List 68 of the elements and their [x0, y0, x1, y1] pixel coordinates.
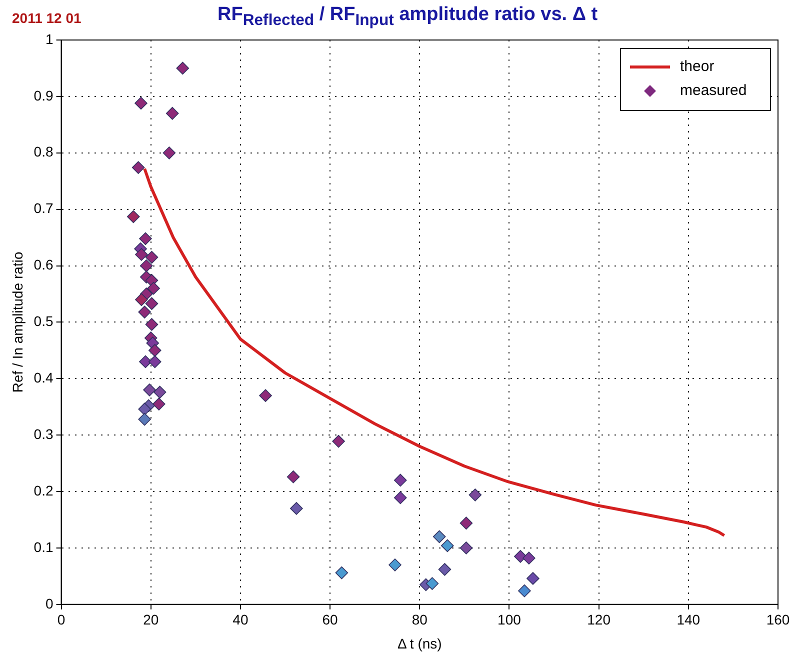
point — [138, 306, 151, 318]
point — [166, 106, 179, 120]
y-tick-label: 0.7 — [34, 200, 54, 216]
y-tick-label: 0.3 — [34, 426, 54, 442]
point — [134, 96, 148, 110]
chart-title: RF$_{Reflected}$ / RF$_{Input}$ amplitude ratio vs. Δ t — [217, 4, 598, 29]
point — [335, 566, 348, 580]
point — [394, 491, 407, 504]
x-tick-label: 80 — [412, 612, 428, 628]
x-tick-label: 120 — [587, 612, 611, 628]
point — [153, 386, 166, 399]
y-tick-label: 0.5 — [34, 313, 54, 330]
legend-label: theor — [680, 58, 714, 76]
legend-label: measured — [680, 82, 747, 100]
point — [139, 232, 152, 246]
point — [332, 434, 345, 448]
point — [460, 516, 473, 530]
x-tick-label: 40 — [232, 612, 248, 628]
point — [394, 474, 407, 487]
point — [145, 318, 158, 331]
point — [132, 161, 145, 174]
point — [514, 550, 527, 563]
point — [126, 210, 140, 224]
x-tick-label: 0 — [57, 612, 66, 628]
point — [145, 250, 158, 264]
y-axis-title: Ref / In amplitude ratio — [9, 252, 26, 393]
y-tick-label: 0.9 — [34, 87, 54, 104]
x-tick-label: 160 — [766, 612, 790, 628]
point — [432, 530, 446, 544]
point — [518, 584, 531, 598]
point — [143, 384, 156, 396]
point — [286, 470, 300, 484]
y-tick-label: 1 — [45, 30, 54, 47]
point — [147, 282, 160, 295]
point — [148, 344, 162, 357]
y-tick-label: 0.8 — [34, 144, 54, 160]
point — [138, 402, 151, 416]
point — [441, 539, 454, 552]
point — [148, 355, 162, 368]
point — [460, 542, 473, 554]
point — [152, 398, 166, 410]
point — [135, 293, 148, 306]
point — [139, 355, 152, 368]
x-tick-label: 60 — [322, 612, 338, 628]
point — [162, 146, 176, 160]
point — [290, 502, 303, 515]
y-tick-label: 0.2 — [34, 482, 54, 498]
point — [176, 62, 190, 75]
point — [138, 412, 151, 426]
x-axis-title: Δ t (ns) — [397, 635, 442, 652]
x-tick-label: 140 — [676, 612, 700, 628]
point — [522, 552, 536, 565]
point — [426, 577, 439, 590]
y-tick-label: 0 — [45, 595, 54, 612]
point — [145, 297, 158, 310]
y-tick-label: 0.4 — [34, 370, 54, 386]
point — [259, 389, 272, 402]
point — [438, 563, 452, 576]
x-tick-label: 20 — [143, 612, 159, 628]
y-tick-label: 0.6 — [34, 256, 54, 273]
point — [135, 248, 148, 261]
text: 2011 12 01 — [12, 10, 82, 26]
x-tick-label: 100 — [498, 612, 522, 628]
point — [468, 488, 482, 502]
y-tick-label: 0.1 — [34, 538, 54, 555]
point — [526, 572, 540, 585]
point — [388, 558, 402, 572]
point — [140, 259, 153, 272]
